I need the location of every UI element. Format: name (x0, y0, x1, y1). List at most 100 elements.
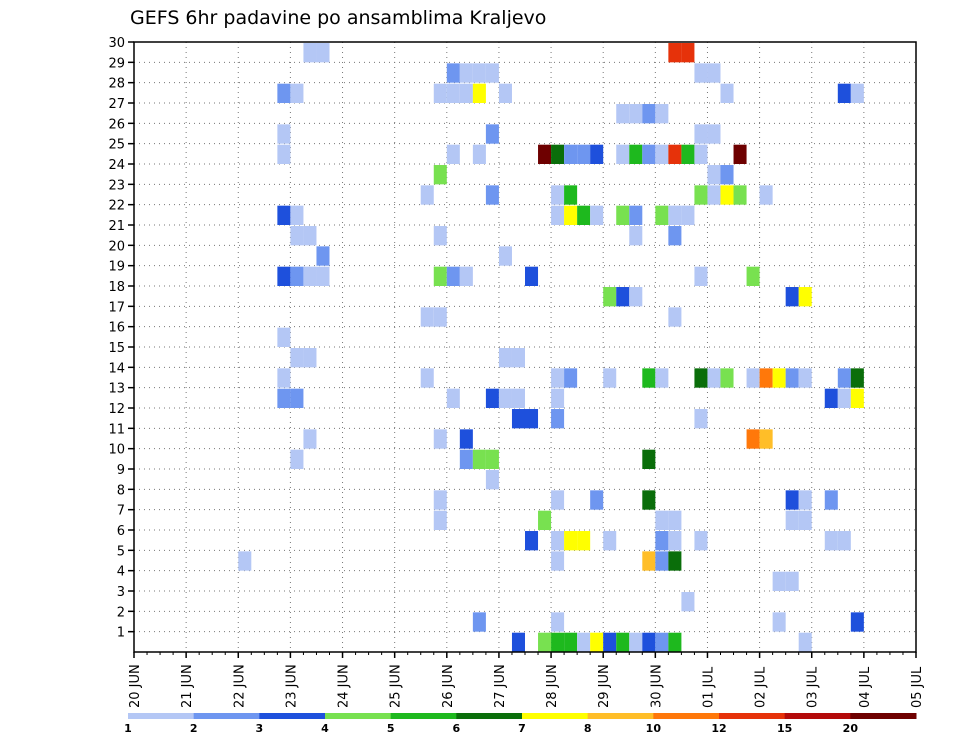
colorbar-label: 15 (777, 722, 792, 735)
data-cell (551, 490, 565, 510)
data-cell (642, 104, 656, 124)
data-cell (290, 226, 304, 246)
data-cell (798, 510, 812, 530)
colorbar-swatch (587, 713, 654, 719)
y-tick-label: 18 (108, 280, 125, 295)
data-cell (668, 551, 682, 571)
x-tick-label: 23 JUN (284, 664, 299, 708)
y-tick-label: 10 (108, 443, 125, 458)
data-cell (551, 388, 565, 408)
data-cell (668, 144, 682, 164)
data-cell (446, 144, 460, 164)
data-cell (681, 592, 695, 612)
data-cell (655, 144, 669, 164)
data-cell (433, 429, 447, 449)
colorbar-label: 6 (453, 722, 461, 735)
data-cell (798, 287, 812, 307)
data-cell (303, 226, 317, 246)
x-tick-label: 26 JUN (441, 664, 456, 708)
colorbar-label: 7 (518, 722, 526, 735)
data-cell (238, 551, 252, 571)
colorbar-label: 8 (584, 722, 592, 735)
data-cell (655, 531, 669, 551)
data-cell (446, 388, 460, 408)
data-cell (746, 429, 760, 449)
data-cell (759, 368, 773, 388)
data-cell (551, 612, 565, 632)
data-cell (459, 429, 473, 449)
y-tick-label: 30 (108, 36, 125, 51)
data-cell (759, 185, 773, 205)
data-cell (759, 429, 773, 449)
data-cell (629, 632, 643, 652)
data-cell (290, 266, 304, 286)
data-cell (668, 43, 682, 63)
y-tick-label: 23 (108, 178, 125, 193)
data-cell (603, 287, 617, 307)
data-cell (824, 388, 838, 408)
data-cell (629, 104, 643, 124)
data-cell (616, 205, 630, 225)
y-tick-label: 1 (117, 626, 125, 641)
data-cell (590, 632, 604, 652)
colorbar-swatch (784, 713, 851, 719)
colorbar-swatch (128, 713, 195, 719)
x-tick-label: 03 JUL (806, 666, 821, 708)
data-cell (577, 632, 591, 652)
colorbar-label: 12 (711, 722, 726, 735)
data-cell (824, 490, 838, 510)
data-cell (694, 266, 708, 286)
data-cell (668, 307, 682, 327)
data-cell (694, 124, 708, 144)
data-cell (681, 205, 695, 225)
y-tick-label: 3 (117, 585, 125, 600)
y-tick-label: 26 (108, 117, 125, 132)
y-axis: 1234567891011121314151617181920212223242… (108, 36, 134, 641)
data-cell (511, 409, 525, 429)
data-cell (720, 185, 734, 205)
y-tick-label: 22 (108, 199, 125, 214)
data-cell (798, 632, 812, 652)
data-cell (655, 368, 669, 388)
data-cell (316, 43, 330, 63)
colorbar-label: 10 (646, 722, 662, 735)
data-cell (642, 368, 656, 388)
data-cell (655, 510, 669, 530)
y-tick-label: 13 (108, 382, 125, 397)
data-cell (551, 205, 565, 225)
data-cell (668, 205, 682, 225)
data-cell (511, 632, 525, 652)
data-cell (459, 449, 473, 469)
data-cell (277, 266, 291, 286)
data-cell (616, 287, 630, 307)
data-cell (551, 409, 565, 429)
data-cell (616, 632, 630, 652)
colorbar-label: 20 (843, 722, 859, 735)
data-cell (433, 510, 447, 530)
colorbar-swatch (390, 713, 457, 719)
data-cell (472, 449, 486, 469)
data-cell (720, 165, 734, 185)
data-cell (420, 368, 434, 388)
data-cell (668, 510, 682, 530)
data-cell (655, 632, 669, 652)
data-cell (472, 144, 486, 164)
data-cell (525, 409, 539, 429)
colorbar-swatch (522, 713, 589, 719)
data-cell (277, 83, 291, 103)
data-cell (707, 124, 721, 144)
data-cell (642, 449, 656, 469)
y-tick-label: 11 (108, 422, 125, 437)
x-tick-label: 25 JUN (389, 664, 404, 708)
data-cell (564, 144, 578, 164)
data-cell (590, 144, 604, 164)
y-tick-label: 15 (108, 341, 125, 356)
data-cell (485, 449, 499, 469)
data-cell (277, 205, 291, 225)
data-cell (707, 185, 721, 205)
data-cell (564, 185, 578, 205)
data-cell (485, 124, 499, 144)
y-tick-label: 21 (108, 219, 125, 234)
data-cell (603, 632, 617, 652)
data-cell (498, 388, 512, 408)
